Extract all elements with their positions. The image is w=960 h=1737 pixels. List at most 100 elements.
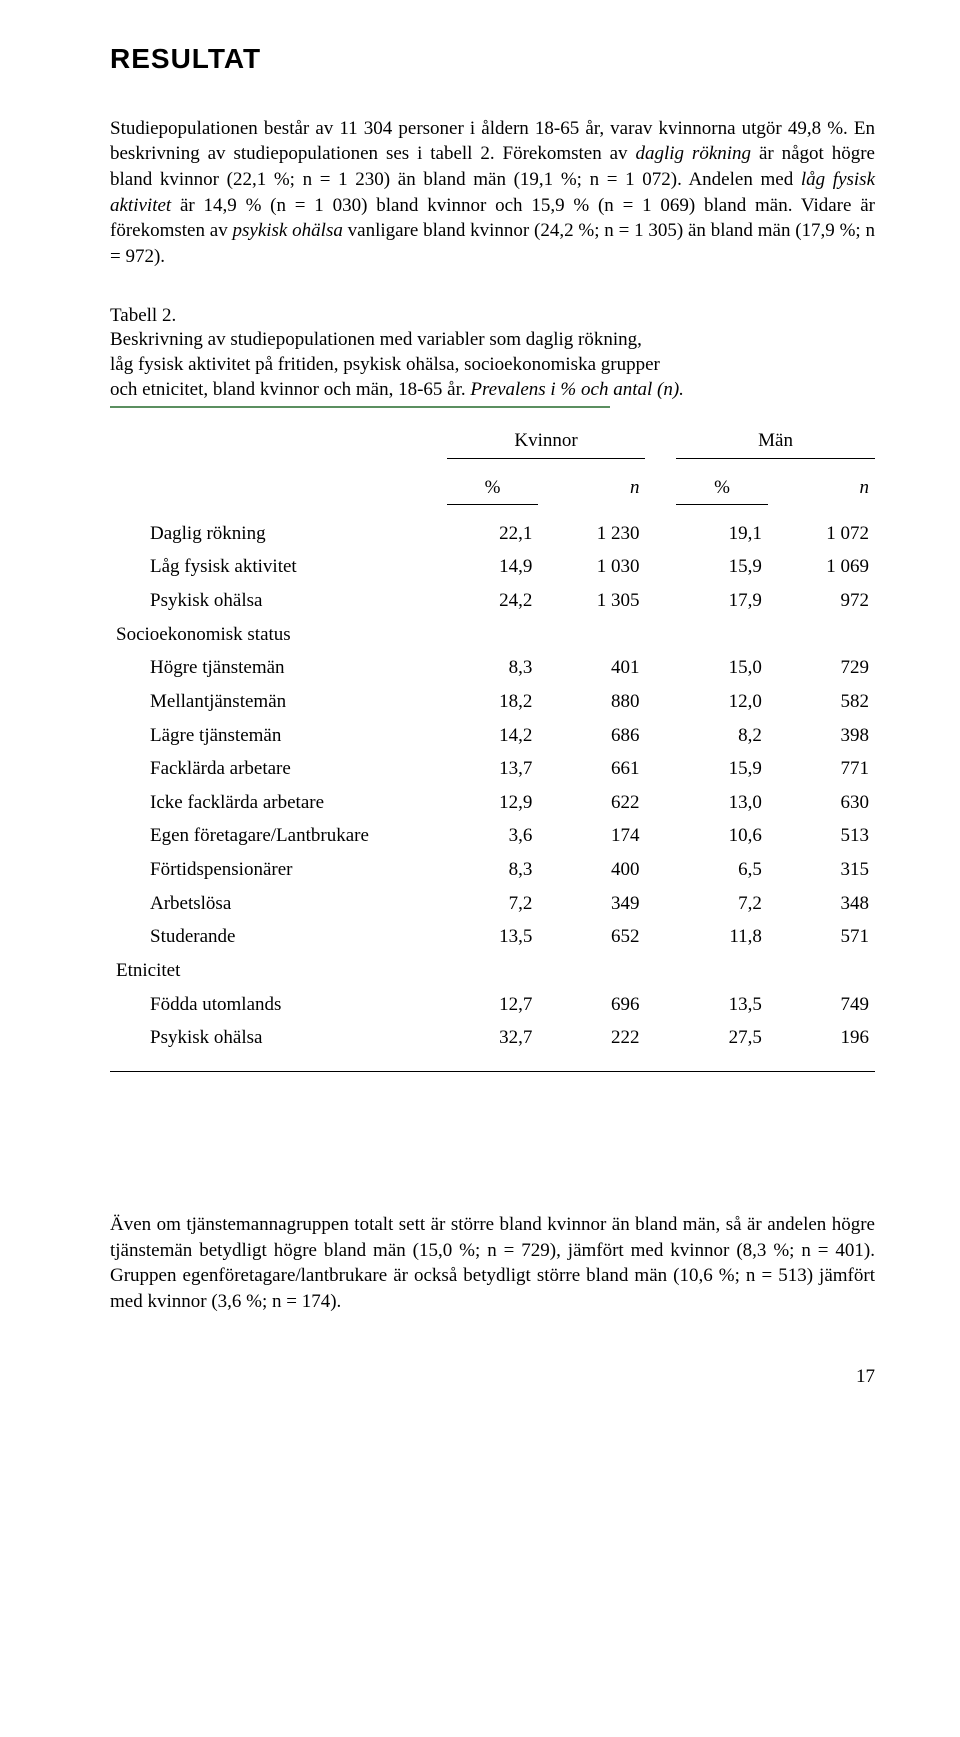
row-value: 349 [538,887,645,921]
row-value: 24,2 [447,584,539,618]
table-row: Psykisk ohälsa32,7222 27,5196 [110,1021,875,1055]
table-row: Egen företagare/Lantbrukare3,6174 10,6513 [110,819,875,853]
row-value: 400 [538,853,645,887]
data-table: Kvinnor Män % n % n Daglig rökning22,11 … [110,424,875,1067]
row-label: Icke facklärda arbetare [110,786,447,820]
table-row: Mellantjänstemän18,2880 12,0582 [110,685,875,719]
table-row: Låg fysisk aktivitet14,91 030 15,91 069 [110,550,875,584]
caption-line3: låg fysisk aktivitet på fritiden, psykis… [110,353,875,378]
row-value: 3,6 [447,819,539,853]
row-value: 686 [538,719,645,753]
para1-f: psykisk ohälsa [233,220,343,241]
page-heading: RESULTAT [110,40,875,78]
row-label: Födda utomlands [110,988,447,1022]
row-value: 1 230 [538,517,645,551]
row-value: 12,0 [676,685,768,719]
row-label: Facklärda arbetare [110,752,447,786]
row-value: 972 [768,584,875,618]
row-value: 13,7 [447,752,539,786]
subheader-n-m: n [768,471,875,505]
row-label: Egen företagare/Lantbrukare [110,819,447,853]
caption-line1: Tabell 2. [110,304,875,329]
section-etnicitet: Etnicitet [110,954,875,988]
table-caption: Tabell 2. Beskrivning av studiepopulatio… [110,304,875,403]
row-value: 348 [768,887,875,921]
row-value: 513 [768,819,875,853]
table-row: Högre tjänstemän8,340115,0729 [110,651,875,685]
row-value: 32,7 [447,1021,539,1055]
row-value: 19,1 [676,517,768,551]
row-label: Låg fysisk aktivitet [110,550,447,584]
row-value: 696 [538,988,645,1022]
row-label: Studerande [110,920,447,954]
row-value: 7,2 [676,887,768,921]
row-value: 582 [768,685,875,719]
row-value: 12,9 [447,786,539,820]
row-value: 11,8 [676,920,768,954]
row-value: 7,2 [447,887,539,921]
row-value: 15,0 [676,651,768,685]
row-value: 1 069 [768,550,875,584]
row-value: 10,6 [676,819,768,853]
row-value: 22,1 [447,517,539,551]
table-row: Facklärda arbetare13,7661 15,9771 [110,752,875,786]
row-value: 571 [768,920,875,954]
page-number: 17 [110,1364,875,1390]
row-value: 1 030 [538,550,645,584]
row-value: 27,5 [676,1021,768,1055]
row-value: 729 [768,651,875,685]
intro-paragraph: Studiepopulationen består av 11 304 pers… [110,116,875,270]
section-socioekonomisk: Socioekonomisk status [110,618,875,652]
group-header-man: Män [676,424,875,458]
para1-b: daglig rökning [635,143,751,164]
row-label: Mellantjänstemän [110,685,447,719]
section2-label: Etnicitet [110,954,875,988]
row-value: 1 305 [538,584,645,618]
group-header-row: Kvinnor Män [110,424,875,458]
row-value: 15,9 [676,752,768,786]
row-label: Lägre tjänstemän [110,719,447,753]
subheader-n-k: n [538,471,645,505]
row-value: 771 [768,752,875,786]
row-label: Arbetslösa [110,887,447,921]
row-value: 13,0 [676,786,768,820]
table-end-rule [110,1071,875,1072]
row-value: 652 [538,920,645,954]
table-row: Icke facklärda arbetare12,962213,0630 [110,786,875,820]
row-value: 630 [768,786,875,820]
row-value: 315 [768,853,875,887]
row-value: 1 072 [768,517,875,551]
table-row: Daglig rökning22,11 23019,11 072 [110,517,875,551]
row-value: 6,5 [676,853,768,887]
row-value: 880 [538,685,645,719]
caption-rule [110,406,610,408]
caption-line2: Beskrivning av studiepopulationen med va… [110,328,875,353]
sub-header-row: % n % n [110,471,875,505]
row-value: 749 [768,988,875,1022]
row-label: Psykisk ohälsa [110,1021,447,1055]
table-row: Lägre tjänstemän14,26868,2398 [110,719,875,753]
row-value: 174 [538,819,645,853]
row-value: 8,3 [447,651,539,685]
row-value: 196 [768,1021,875,1055]
row-value: 8,2 [676,719,768,753]
table-row: Förtidspensionärer8,3400 6,5315 [110,853,875,887]
row-value: 18,2 [447,685,539,719]
section1-label: Socioekonomisk status [110,618,875,652]
subheader-pct-k: % [447,471,539,505]
table-row: Studerande13,5652 11,8571 [110,920,875,954]
group-header-kvinnor: Kvinnor [447,424,646,458]
row-value: 12,7 [447,988,539,1022]
row-value: 8,3 [447,853,539,887]
row-label: Psykisk ohälsa [110,584,447,618]
row-label: Förtidspensionärer [110,853,447,887]
row-value: 401 [538,651,645,685]
row-value: 222 [538,1021,645,1055]
caption-line4a: och etnicitet, bland kvinnor och män, 18… [110,379,466,400]
row-value: 14,9 [447,550,539,584]
row-value: 661 [538,752,645,786]
row-value: 13,5 [447,920,539,954]
row-value: 14,2 [447,719,539,753]
subheader-pct-m: % [676,471,768,505]
row-value: 15,9 [676,550,768,584]
